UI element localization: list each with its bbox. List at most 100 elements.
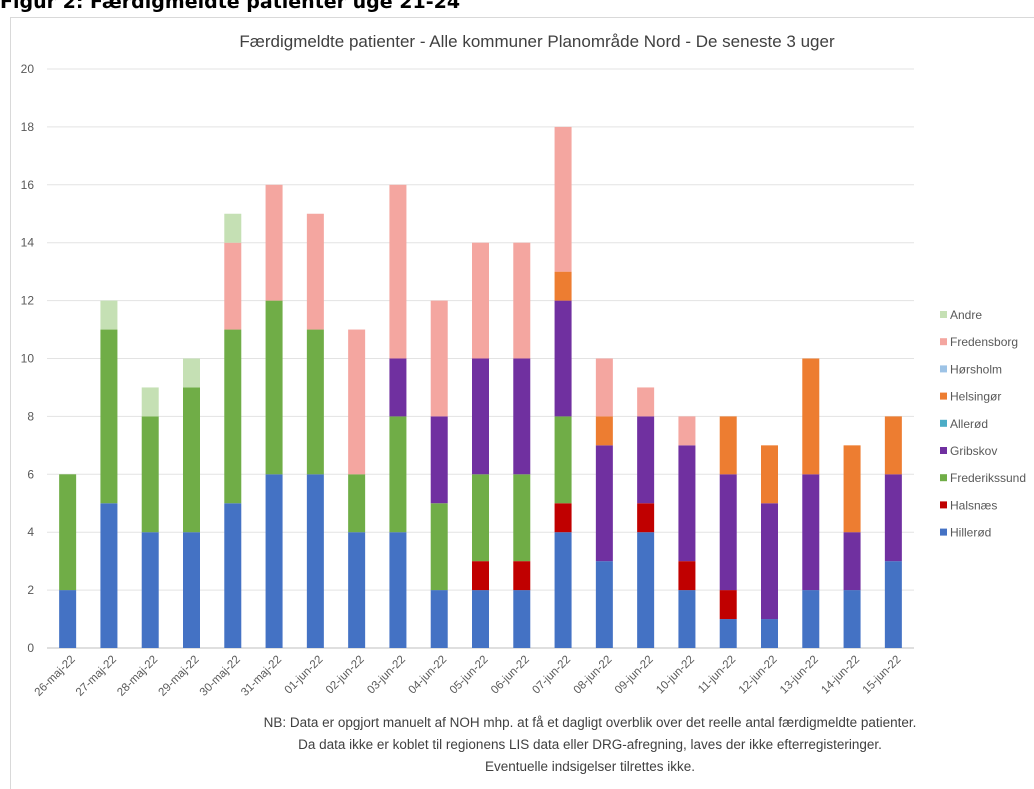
bar-segment <box>884 561 902 648</box>
x-tick-label: 14-jun-22 <box>819 654 862 697</box>
bar-segment <box>678 445 696 562</box>
bar-segment <box>265 300 283 475</box>
bar-segment <box>472 561 489 591</box>
bar-segment <box>59 590 77 648</box>
bar-segment <box>719 590 737 620</box>
bar-segment <box>637 416 655 504</box>
legend-label: Hørsholm <box>950 362 1002 376</box>
bar-segment <box>843 590 861 648</box>
bar-segment <box>348 532 366 648</box>
bar-segment <box>843 445 861 533</box>
bar-segment <box>224 242 242 330</box>
y-tick-label: 6 <box>27 467 34 481</box>
x-tick-label: 31-maj-22 <box>239 654 284 699</box>
bar-segment <box>595 445 613 562</box>
bar-segment <box>430 503 448 591</box>
bar-segment <box>843 532 861 591</box>
y-tick-label: 12 <box>21 294 35 308</box>
legend-label: Helsingør <box>950 390 1001 404</box>
bar-segment <box>472 358 489 475</box>
bar-segment <box>554 503 572 533</box>
x-tick-label: 12-jun-22 <box>737 654 780 697</box>
x-tick-label: 11-jun-22 <box>696 654 738 696</box>
y-tick-label: 8 <box>27 409 34 423</box>
y-tick-label: 4 <box>27 525 34 539</box>
legend-label: Allerød <box>950 417 988 431</box>
bar-segment <box>513 474 531 562</box>
bar-segment <box>554 416 572 504</box>
bar-segment <box>306 329 324 475</box>
bar-segment <box>678 561 696 591</box>
legend-label: Frederikssund <box>950 471 1026 485</box>
legend-label: Fredensborg <box>950 335 1018 349</box>
legend-label: Hillerød <box>950 526 991 540</box>
y-tick-label: 18 <box>21 120 35 134</box>
note-line-1: NB: Data er opgjort manuelt af NOH mhp. … <box>263 715 917 730</box>
bar-segment <box>761 619 778 648</box>
x-tick-label: 02-jun-22 <box>324 654 367 697</box>
bar-segment <box>884 474 902 562</box>
legend-swatch <box>940 338 947 346</box>
chart-title: Færdigmeldte patienter - Alle kommuner P… <box>239 32 835 51</box>
bar-segment <box>265 474 283 648</box>
legend-swatch <box>940 392 947 400</box>
bar-segment <box>637 503 655 533</box>
bar-segment <box>389 532 407 648</box>
y-tick-label: 10 <box>21 352 35 366</box>
bar-segment <box>141 532 159 648</box>
bar-segment <box>761 445 778 504</box>
x-tick-label: 26-maj-22 <box>33 654 78 699</box>
legend-swatch <box>940 447 947 454</box>
y-tick-label: 14 <box>21 236 35 250</box>
x-tick-label: 27-maj-22 <box>74 654 119 699</box>
x-tick-label: 06-jun-22 <box>489 654 532 697</box>
bar-segment <box>141 416 159 533</box>
legend-label: Halsnæs <box>950 498 997 512</box>
bar-segment <box>513 561 531 591</box>
bar-segment <box>637 532 655 648</box>
legend: Andre Fredensborg Hørsholm Helsingør Allerød… <box>940 308 1026 540</box>
bar-segment <box>802 474 820 591</box>
bar-segment <box>472 242 489 359</box>
bar-segment <box>513 242 531 359</box>
bar-segment <box>389 416 407 533</box>
y-tick-labels: 0 2 4 6 8 10 12 14 16 18 20 <box>21 62 35 655</box>
bar-segment <box>100 329 118 504</box>
y-tick-label: 20 <box>21 62 35 76</box>
y-tick-label: 2 <box>27 583 34 597</box>
bar-segment <box>306 213 324 330</box>
bar-segment <box>430 300 448 417</box>
bar-segment <box>224 213 242 243</box>
bar-segment <box>513 590 531 648</box>
bar-segment <box>183 532 200 648</box>
x-tick-label: 05-jun-22 <box>448 654 491 697</box>
bar-segment <box>554 532 572 648</box>
bar-segment <box>59 474 77 591</box>
bar-segment <box>224 329 242 504</box>
x-tick-label: 30-maj-22 <box>198 654 243 699</box>
x-tick-label: 04-jun-22 <box>406 654 449 697</box>
bar-segment <box>265 184 283 301</box>
bar-segment <box>183 387 200 533</box>
legend-swatch <box>940 474 947 482</box>
bar-segment <box>389 184 407 359</box>
legend-swatch <box>940 311 947 318</box>
bar-segment <box>141 387 159 417</box>
bar-segment <box>802 358 820 475</box>
bar-segment <box>595 416 613 446</box>
note-line-3: Eventuelle indsigelser tilrettes ikke. <box>484 759 696 774</box>
bars <box>59 126 902 648</box>
bar-segment <box>224 503 242 648</box>
x-tick-label: 29-maj-22 <box>157 654 202 699</box>
bar-segment <box>348 329 366 475</box>
bar-segment <box>554 126 572 272</box>
bar-segment <box>637 387 655 417</box>
legend-label: Andre <box>950 308 982 322</box>
legend-label: Gribskov <box>950 444 997 458</box>
bar-segment <box>389 358 407 417</box>
bar-segment <box>595 561 613 648</box>
bar-segment <box>678 590 696 648</box>
bar-segment <box>306 474 324 648</box>
bar-segment <box>430 416 448 504</box>
